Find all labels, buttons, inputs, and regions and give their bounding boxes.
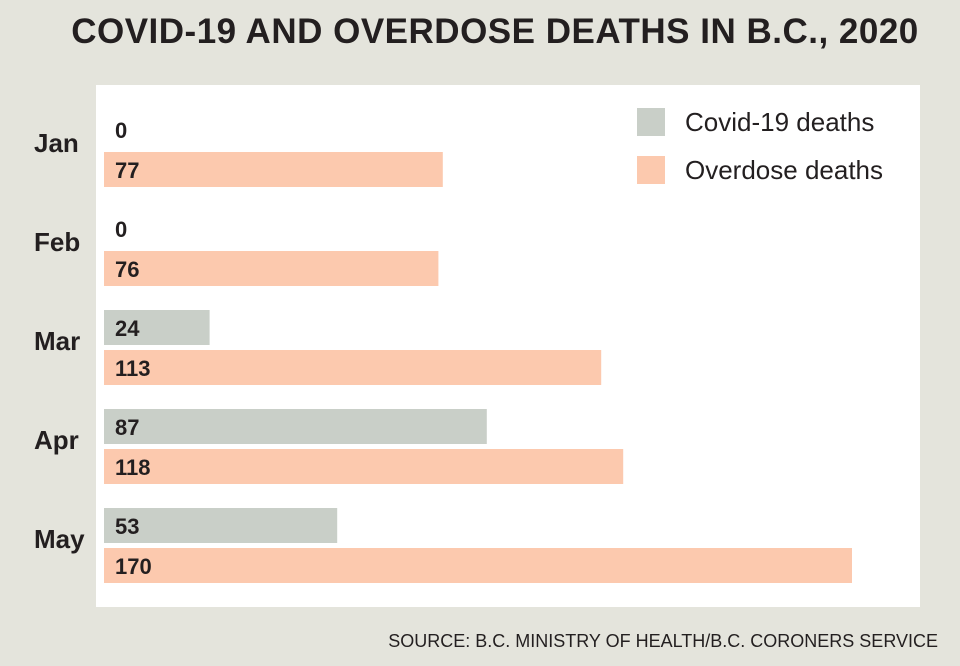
covid-bar-apr xyxy=(104,409,487,444)
overdose-bar-feb xyxy=(104,251,439,286)
legend-swatch-covid xyxy=(637,108,665,136)
overdose-bar-mar xyxy=(104,350,602,385)
covid-value-label-may: 53 xyxy=(115,514,139,539)
category-label-mar: Mar xyxy=(34,326,80,356)
overdose-value-label-jan: 77 xyxy=(115,158,139,183)
legend-label-overdose: Overdose deaths xyxy=(685,155,883,185)
overdose-value-label-mar: 113 xyxy=(115,356,151,381)
source-note: SOURCE: B.C. MINISTRY OF HEALTH/B.C. COR… xyxy=(388,631,938,651)
covid-bar-may xyxy=(104,508,338,543)
legend-label-covid: Covid-19 deaths xyxy=(685,107,874,137)
covid-value-label-apr: 87 xyxy=(115,415,139,440)
category-label-apr: Apr xyxy=(34,425,79,455)
category-label-jan: Jan xyxy=(34,128,79,158)
covid-value-label-feb: 0 xyxy=(115,217,127,242)
overdose-value-label-feb: 76 xyxy=(115,257,139,282)
overdose-bar-may xyxy=(104,548,852,583)
overdose-value-label-apr: 118 xyxy=(115,455,151,480)
category-label-feb: Feb xyxy=(34,227,80,257)
covid-bar-mar xyxy=(104,310,210,345)
overdose-bar-apr xyxy=(104,449,624,484)
legend-swatch-overdose xyxy=(637,156,665,184)
category-label-may: May xyxy=(34,524,85,554)
overdose-value-label-may: 170 xyxy=(115,554,152,579)
overdose-bar-jan xyxy=(104,152,443,187)
chart-title: COVID-19 AND OVERDOSE DEATHS IN B.C., 20… xyxy=(71,12,919,51)
covid-value-label-mar: 24 xyxy=(115,316,140,341)
covid-value-label-jan: 0 xyxy=(115,118,127,143)
